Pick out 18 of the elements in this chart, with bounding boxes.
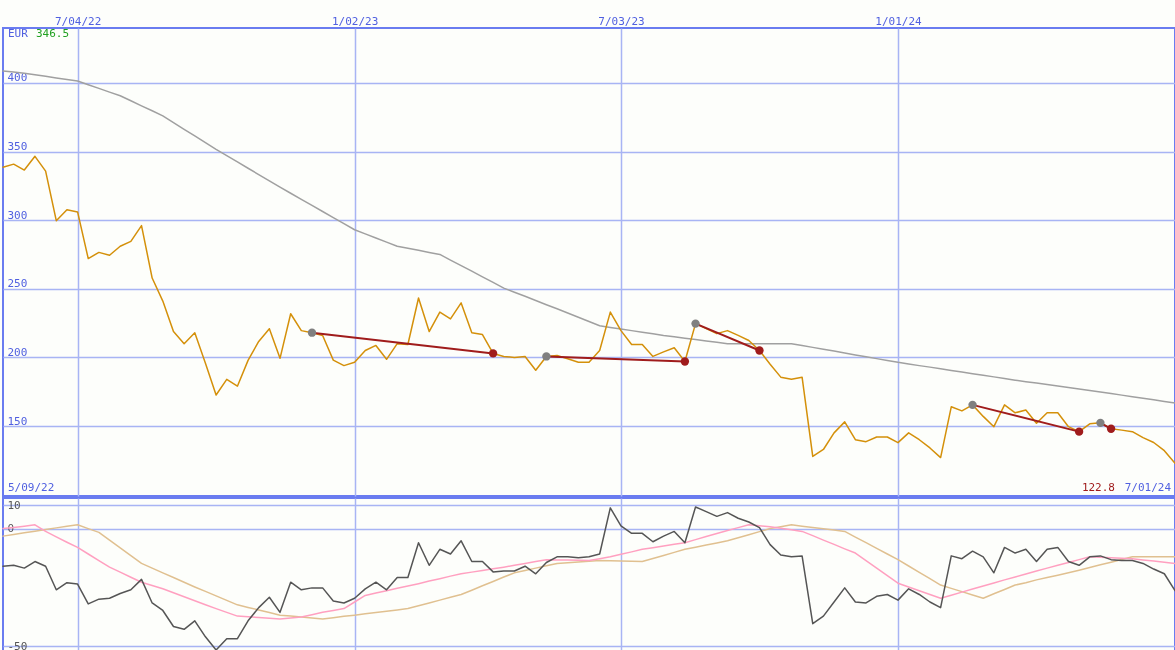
annotation: 5/09/22 xyxy=(8,481,55,494)
y-tick-label: -50 xyxy=(7,639,28,650)
y-tick-label: 300 xyxy=(7,208,28,222)
y-tick-label: 200 xyxy=(7,345,28,359)
y-tick-label: 10 xyxy=(7,498,21,512)
x-tick-label: 1/02/23 xyxy=(331,14,379,28)
x-tick-label: 1/01/24 xyxy=(875,14,923,28)
annotation: EUR xyxy=(8,27,29,40)
annotation: 346.5 xyxy=(36,27,70,40)
x-tick-label: 7/04/22 xyxy=(54,14,102,28)
line-series xyxy=(2,524,1175,620)
y-tick-label: 150 xyxy=(7,414,28,428)
y-tick-label: 350 xyxy=(7,140,28,154)
x-tick-label: 7/03/23 xyxy=(598,14,645,28)
annotation: 122.8 xyxy=(1081,481,1115,494)
annotation: 7/01/24 xyxy=(1124,481,1172,494)
y-tick-label: 250 xyxy=(7,277,28,291)
y-tick-label: 400 xyxy=(7,71,28,85)
